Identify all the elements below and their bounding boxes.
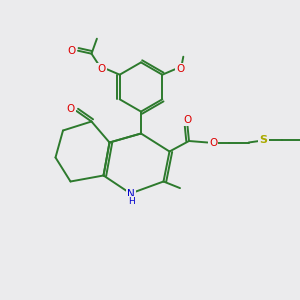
Text: H: H: [128, 197, 134, 206]
Text: O: O: [183, 115, 192, 125]
Text: S: S: [260, 135, 268, 145]
Text: O: O: [98, 64, 106, 74]
Text: O: O: [68, 46, 76, 56]
Text: O: O: [209, 137, 217, 148]
Text: O: O: [66, 104, 75, 115]
Text: O: O: [177, 64, 185, 74]
Text: N: N: [127, 189, 135, 199]
